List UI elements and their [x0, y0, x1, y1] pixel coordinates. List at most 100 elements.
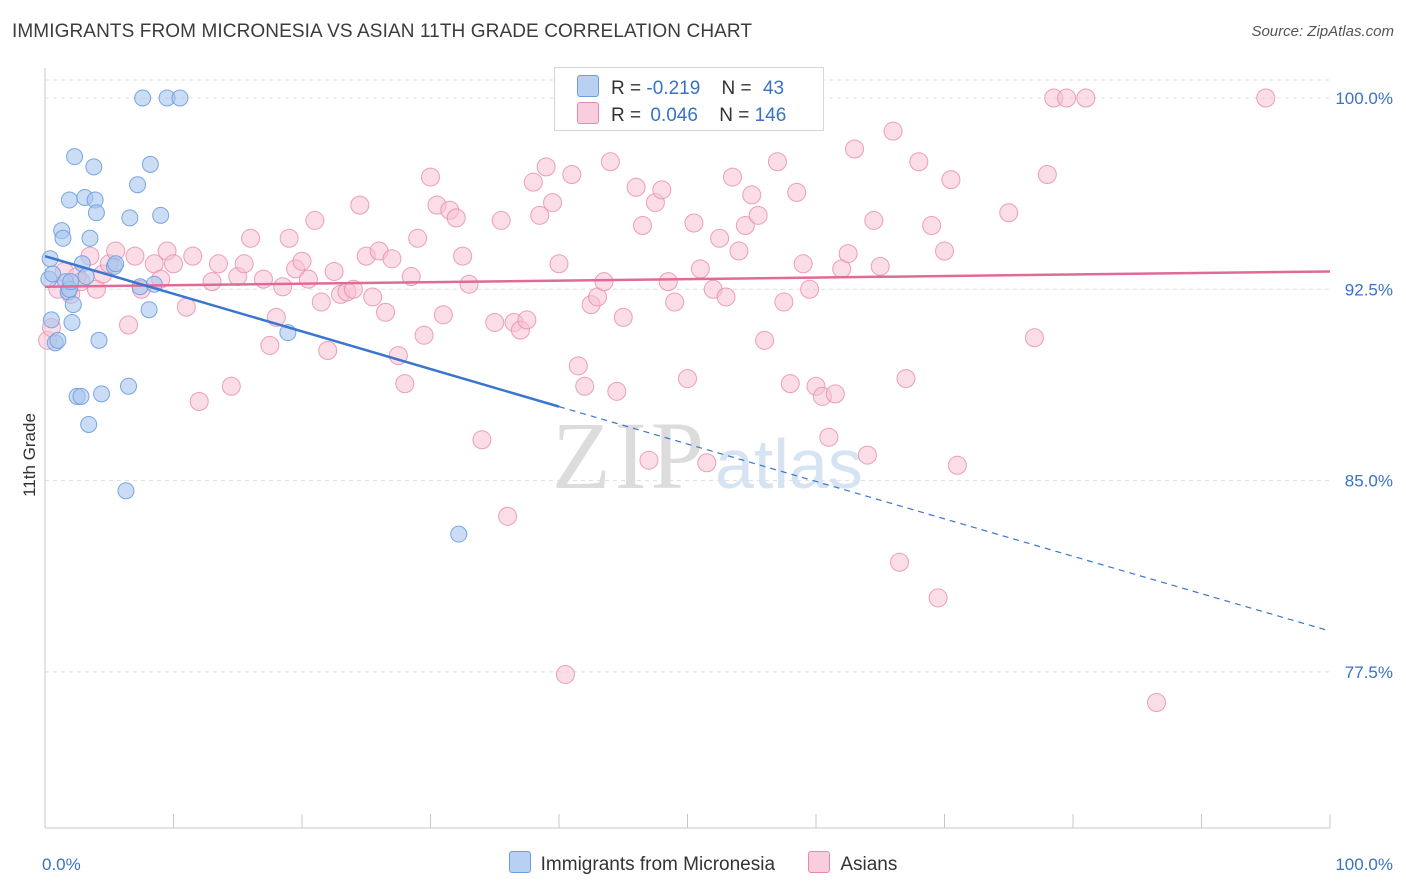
source-label: Source: ZipAtlas.com — [1251, 23, 1394, 40]
asians-point — [928, 588, 948, 608]
asians-points — [38, 88, 1276, 713]
asians-point — [890, 552, 910, 572]
micronesia-point — [66, 148, 84, 166]
asians-point — [941, 170, 961, 190]
asians-point — [594, 272, 614, 292]
legend-r-value: -0.219 — [646, 78, 701, 99]
y-tick-label: 77.5% — [1345, 663, 1393, 682]
micronesia-point — [141, 155, 159, 173]
asians-point — [485, 312, 505, 332]
asians-point — [183, 246, 203, 266]
asians-point — [453, 246, 473, 266]
asians-point — [748, 205, 768, 225]
asians-point — [633, 216, 653, 236]
asians-point — [735, 216, 755, 236]
asians-point — [536, 157, 556, 177]
micronesia-point — [49, 331, 67, 349]
asians-point — [119, 315, 139, 335]
micronesia-point — [63, 313, 81, 331]
micronesia-point — [60, 191, 78, 209]
series-legend: Immigrants from Micronesia Asians — [0, 851, 1406, 876]
asians-point — [176, 297, 196, 317]
asians-point — [530, 205, 550, 225]
legend-row-micronesia: R = -0.219 N = 43 — [577, 75, 784, 99]
asians-point — [639, 450, 659, 470]
asians-point — [234, 254, 254, 274]
series-legend-micronesia: Immigrants from Micronesia — [508, 851, 775, 876]
asians-point — [549, 254, 569, 274]
asians-point — [202, 272, 222, 292]
legend-n-label: N = — [721, 78, 752, 99]
y-axis-title: 11th Grade — [20, 413, 39, 497]
trend-lines — [44, 254, 1331, 632]
asians-point — [755, 330, 775, 350]
asians-point — [613, 307, 633, 327]
axis-layer — [44, 68, 1331, 829]
y-tick-label: 100.0% — [1335, 89, 1393, 108]
legend-n-value: 43 — [762, 78, 785, 99]
legend-row-asians: R = 0.046 N = 146 — [577, 102, 786, 126]
legend-n-label: N = — [719, 105, 750, 126]
asians-point — [260, 335, 280, 355]
micronesia-point — [120, 377, 138, 395]
asians-point — [999, 203, 1019, 223]
asians-trend-line — [44, 270, 1331, 288]
asians-point — [568, 356, 588, 376]
micronesia-point — [93, 385, 111, 403]
series-swatch-micronesia — [508, 851, 531, 873]
asians-point — [678, 369, 697, 389]
asians-point — [1256, 88, 1276, 108]
x-tick-label-min: 0.0% — [42, 855, 81, 874]
micronesia-point — [152, 206, 170, 224]
asians-point — [652, 180, 672, 200]
asians-point — [922, 216, 942, 236]
legend-n-value: 146 — [754, 105, 787, 126]
asians-point — [729, 241, 749, 261]
asians-point — [298, 269, 318, 289]
asians-point — [523, 172, 543, 192]
micronesia-point — [107, 255, 125, 273]
asians-point — [793, 254, 813, 274]
micronesia-point — [80, 415, 98, 433]
micronesia-point — [450, 525, 468, 543]
series-legend-asians: Asians — [808, 851, 897, 876]
micronesia-point — [87, 204, 105, 222]
asians-point — [697, 453, 717, 473]
asians-point — [318, 341, 338, 361]
legend-r-value: 0.046 — [650, 105, 698, 126]
asians-point — [1024, 328, 1044, 348]
micronesia-point — [121, 209, 139, 227]
asians-point — [1076, 88, 1096, 108]
micronesia-point — [117, 482, 135, 500]
asians-point — [787, 182, 807, 202]
legend-r-label: R = — [611, 105, 642, 126]
micronesia-point — [140, 301, 158, 319]
asians-point — [857, 445, 877, 465]
asians-point — [311, 292, 331, 312]
micronesia-point — [90, 331, 108, 349]
asians-point — [864, 210, 884, 230]
asians-point — [684, 213, 704, 233]
asians-point — [555, 664, 575, 684]
asians-point — [883, 121, 903, 141]
asians-point — [414, 325, 434, 345]
asians-point — [421, 167, 440, 187]
asians-point — [600, 152, 620, 172]
micronesia-point — [85, 158, 103, 176]
asians-point — [909, 152, 929, 172]
micronesia-point — [64, 296, 82, 314]
legend-r-label: R = — [611, 78, 642, 99]
asians-point — [845, 139, 865, 159]
watermark-atlas: atlas — [715, 425, 863, 503]
asians-point — [459, 274, 479, 294]
asians-point — [305, 210, 325, 230]
legend-swatch-micronesia — [577, 75, 599, 97]
asians-point — [395, 374, 415, 394]
asians-point — [710, 228, 730, 248]
asians-point — [517, 310, 537, 330]
asians-point — [433, 305, 453, 325]
asians-point — [665, 292, 685, 312]
asians-point — [1147, 693, 1167, 713]
asians-point — [273, 277, 293, 297]
